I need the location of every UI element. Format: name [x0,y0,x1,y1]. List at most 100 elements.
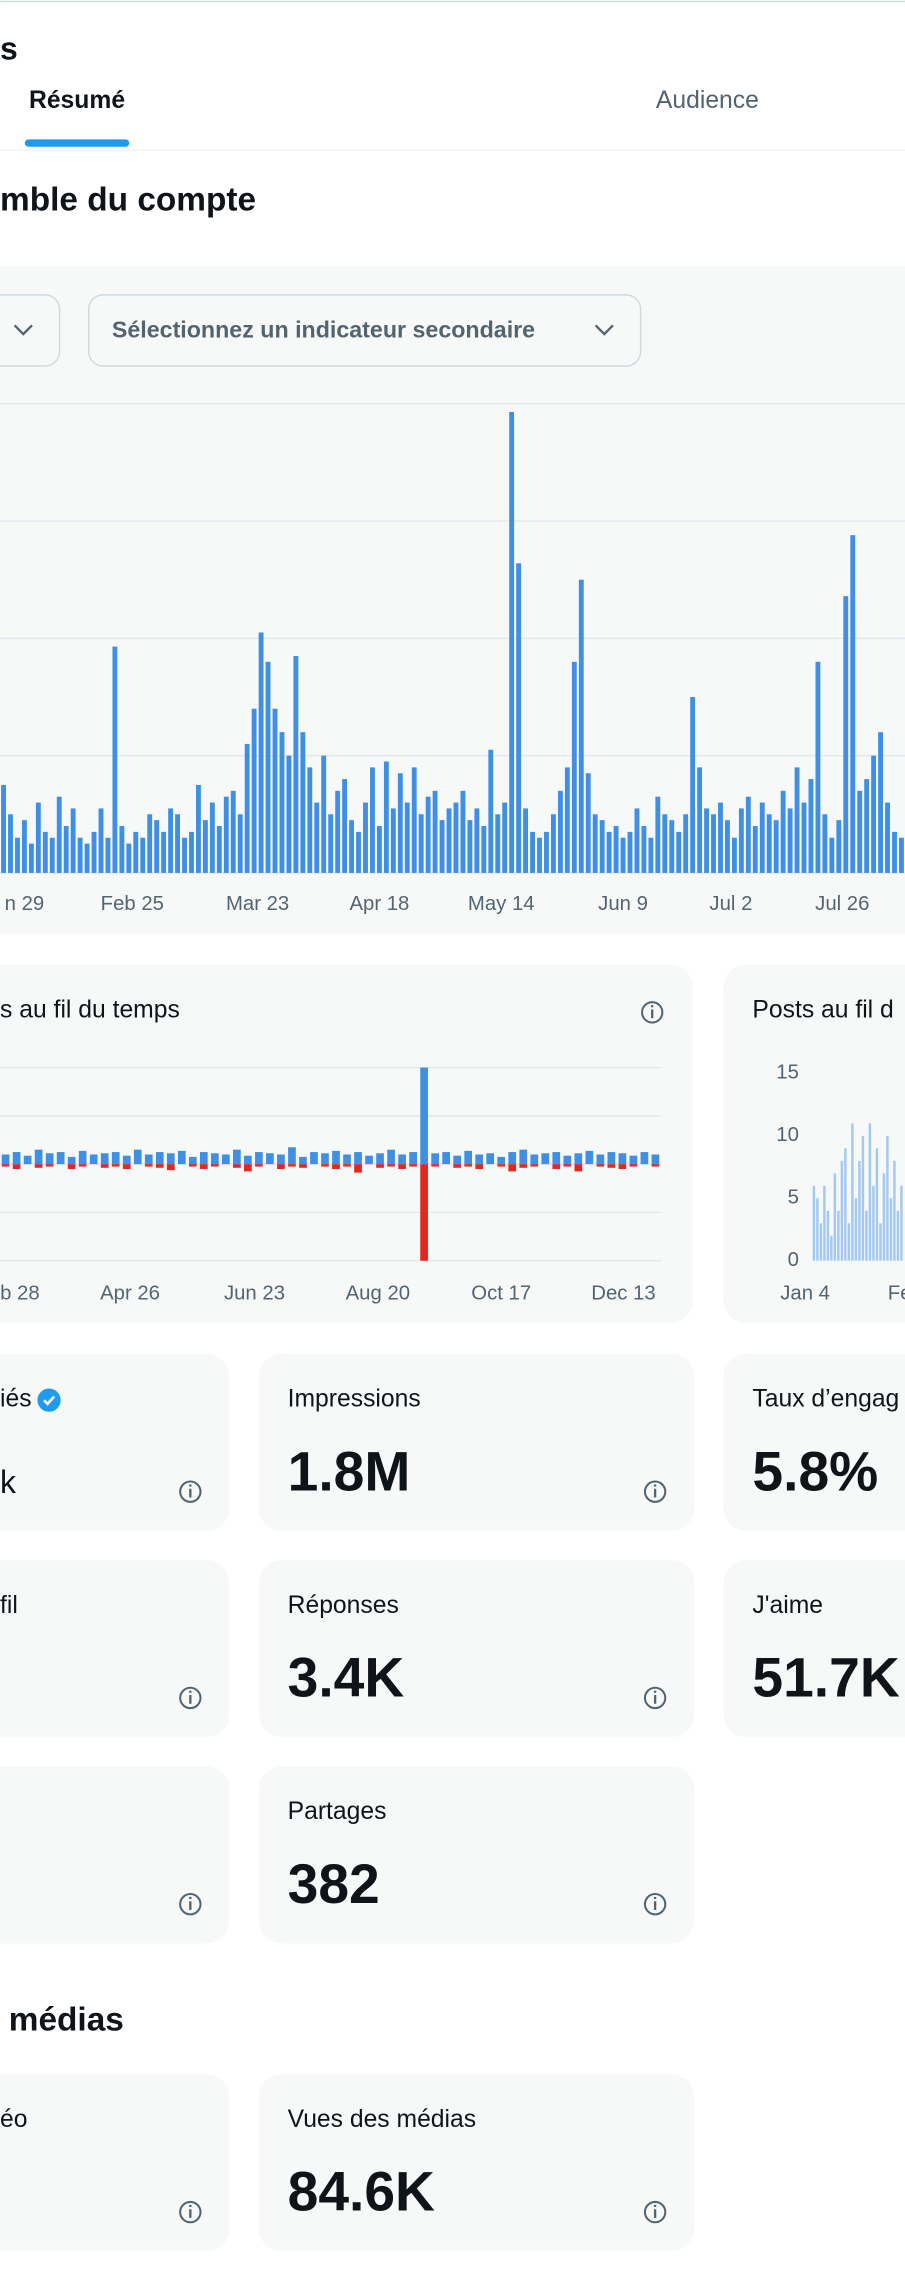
bar [704,808,709,873]
bar [199,1164,208,1169]
info-circle [643,2200,667,2224]
bar [731,837,737,873]
bar [409,1164,417,1167]
bar [563,1155,572,1165]
stat-card [258,1766,695,1944]
bar [641,826,647,873]
chart-title: s au fil du temps [0,996,180,1023]
bar [822,814,828,873]
bar [886,1135,889,1261]
bar [122,1164,131,1169]
bar [557,790,563,873]
bar [365,1155,373,1165]
bar [651,1154,660,1165]
bar [552,1164,561,1169]
bar [516,563,522,873]
info-icon[interactable] [641,1001,664,1024]
info-icon[interactable] [643,1686,667,1710]
stat-label: Réponses [288,1592,399,1619]
bar [431,1164,439,1167]
info-circle [179,1892,202,1916]
stat-card [258,2074,695,2252]
bar [189,831,194,873]
bar [265,661,271,873]
bar [711,814,716,873]
bar [210,1153,219,1165]
bar [45,1153,54,1165]
dropdown[interactable] [0,294,61,367]
bar [829,837,835,873]
bar [766,814,772,873]
bar [409,1152,417,1165]
bar [272,708,278,873]
bar [861,1135,865,1261]
bar [574,1153,583,1165]
tab[interactable]: Résumé [29,87,125,114]
bar [759,802,765,873]
bar [418,814,424,873]
x-tick-label: Mar 23 [226,893,289,915]
bar [893,1160,896,1261]
dropdown[interactable] [87,294,642,367]
bar [836,820,842,873]
info-icon[interactable] [179,1892,202,1916]
bar [509,411,515,873]
bar [237,814,243,873]
bar [453,802,459,873]
bar [530,1154,539,1165]
bar [544,831,549,873]
bar [833,1173,837,1261]
bar [166,1164,175,1171]
bar [837,1210,840,1261]
bar [773,820,779,873]
bar [599,820,605,873]
bar [858,1160,861,1261]
bar [387,1164,395,1167]
bar [519,1164,528,1168]
bar [35,802,41,873]
bar [878,732,884,873]
bar [801,802,807,873]
bar [105,837,111,873]
bar [133,1149,142,1165]
bar [850,535,856,873]
bar [607,1164,616,1168]
info-icon[interactable] [643,1480,667,1503]
info-icon[interactable] [643,2200,667,2224]
info-icon[interactable] [179,1686,202,1710]
bar [188,1156,197,1165]
tab[interactable]: Audience [656,87,759,114]
bar [34,1164,43,1168]
bar [752,826,758,873]
bar [328,814,334,873]
bar [563,1164,572,1167]
bar [299,1164,307,1168]
bar [45,1164,54,1167]
bar [188,1164,197,1167]
bar [376,826,382,873]
info-icon[interactable] [179,2200,202,2224]
bar [161,831,167,873]
stat-value: 3.4K [288,1647,405,1709]
info-icon[interactable] [179,1480,202,1503]
bar [321,1153,329,1165]
stat-label: éo [0,2106,27,2133]
bar [277,1164,285,1169]
bar [111,1164,120,1167]
bar [251,708,257,873]
bar [98,808,104,873]
bar [467,820,473,873]
bar [140,837,146,873]
bar [655,796,661,873]
chart-panel [0,265,905,934]
stat-value: 1.8M [288,1440,411,1502]
stat-card [723,1353,905,1531]
bar [854,1198,858,1261]
bar [199,1152,208,1165]
bar [787,808,793,873]
bar [439,820,445,873]
info-icon[interactable] [643,1892,667,1916]
bar [844,1148,847,1261]
bar [585,1150,594,1165]
